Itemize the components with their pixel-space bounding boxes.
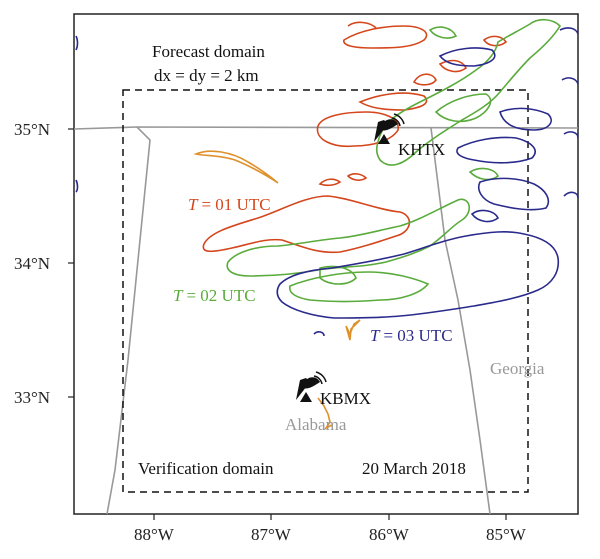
lon-label-85: 85°W xyxy=(486,525,527,544)
radar-khtx-icon xyxy=(374,113,405,144)
forecast-domain-spacing: dx = dy = 2 km xyxy=(154,66,259,85)
forecast-domain-title: Forecast domain xyxy=(152,42,265,61)
verification-domain-label: Verification domain xyxy=(138,459,274,478)
contour-label-01utc-time: = 01 UTC xyxy=(201,195,270,214)
lon-label-88: 88°W xyxy=(134,525,175,544)
lat-label-35: 35°N xyxy=(14,120,50,139)
contour-label-03utc-var: T xyxy=(370,326,381,345)
lat-label-34: 34°N xyxy=(14,254,50,273)
contour-02utc xyxy=(226,18,562,303)
contour-label-02utc-var: T xyxy=(173,286,184,305)
orange-contours xyxy=(193,150,361,431)
lon-label-86: 86°W xyxy=(369,525,410,544)
date-label: 20 March 2018 xyxy=(362,459,466,478)
state-label-georgia: Georgia xyxy=(490,359,545,378)
contour-label-03utc: T = 03 UTC xyxy=(370,326,453,345)
lon-ticks xyxy=(153,514,507,520)
forecast-domain-box xyxy=(122,89,529,493)
radar-kbmx-label: KBMX xyxy=(320,389,371,408)
lat-label-33: 33°N xyxy=(14,388,50,407)
contour-label-01utc: T = 01 UTC xyxy=(188,195,271,214)
map-frame xyxy=(73,13,579,515)
contour-label-02utc-time: = 02 UTC xyxy=(186,286,255,305)
contour-label-03utc-time: = 03 UTC xyxy=(383,326,452,345)
contour-label-02utc: T = 02 UTC xyxy=(173,286,256,305)
contour-label-01utc-var: T xyxy=(188,195,199,214)
radar-kbmx-icon xyxy=(296,371,327,402)
radar-khtx-label: KHTX xyxy=(398,140,445,159)
state-borders xyxy=(73,126,579,515)
lat-ticks xyxy=(68,128,74,398)
lon-label-87: 87°W xyxy=(251,525,292,544)
contour-03utc xyxy=(75,27,579,337)
state-label-alabama: Alabama xyxy=(285,415,347,434)
contour-01utc xyxy=(202,21,508,254)
